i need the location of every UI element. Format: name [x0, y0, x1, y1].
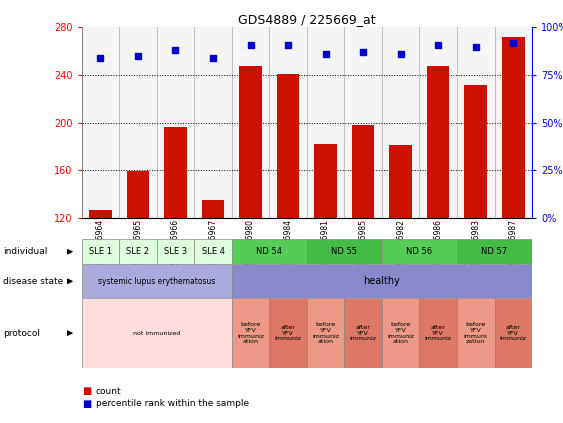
Text: protocol: protocol [3, 329, 40, 338]
Bar [390, 145, 412, 218]
Bar [352, 125, 374, 218]
Bar [232, 239, 307, 264]
Text: after
YFV
immuniz: after YFV immuniz [500, 325, 527, 341]
Text: percentile rank within the sample: percentile rank within the sample [96, 399, 249, 409]
Bar [307, 239, 382, 264]
Text: individual: individual [3, 247, 47, 256]
Bar [239, 66, 262, 218]
Text: systemic lupus erythematosus: systemic lupus erythematosus [98, 277, 216, 286]
Text: after
YFV
immuniz: after YFV immuniz [425, 325, 452, 341]
Text: after
YFV
immuniz: after YFV immuniz [350, 325, 377, 341]
Bar [89, 209, 111, 218]
Bar [127, 171, 149, 218]
Bar [382, 239, 457, 264]
Bar [314, 144, 337, 218]
Text: SLE 3: SLE 3 [164, 247, 187, 256]
Bar [119, 239, 157, 264]
Title: GDS4889 / 225669_at: GDS4889 / 225669_at [238, 14, 376, 26]
Bar [164, 127, 187, 218]
Bar [194, 239, 232, 264]
Bar [419, 298, 457, 368]
Bar [307, 298, 345, 368]
Text: after
YFV
immuniz: after YFV immuniz [275, 325, 302, 341]
Bar [277, 74, 300, 218]
Text: healthy: healthy [364, 276, 400, 286]
Text: ND 54: ND 54 [256, 247, 282, 256]
Bar [457, 298, 494, 368]
Text: disease state: disease state [3, 277, 63, 286]
Text: ND 57: ND 57 [481, 247, 508, 256]
Text: ND 55: ND 55 [332, 247, 358, 256]
Text: before
YFV
immuniz
ation: before YFV immuniz ation [312, 322, 339, 344]
Bar [82, 298, 232, 368]
Bar [457, 239, 532, 264]
Text: not immunized: not immunized [133, 331, 180, 335]
Bar [345, 298, 382, 368]
Bar [269, 298, 307, 368]
Text: SLE 1: SLE 1 [89, 247, 112, 256]
Bar [232, 264, 532, 298]
Bar [464, 85, 487, 218]
Bar [82, 264, 232, 298]
Text: ■: ■ [82, 399, 91, 409]
Text: count: count [96, 387, 122, 396]
Text: ■: ■ [82, 386, 91, 396]
Bar [494, 298, 532, 368]
Bar [427, 66, 449, 218]
Text: SLE 4: SLE 4 [202, 247, 225, 256]
Bar [157, 239, 194, 264]
Text: before
YFV
immuni
zation: before YFV immuni zation [464, 322, 488, 344]
Bar [232, 298, 269, 368]
Bar [382, 298, 419, 368]
Text: before
YFV
immuniz
ation: before YFV immuniz ation [387, 322, 414, 344]
Text: before
YFV
immuniz
ation: before YFV immuniz ation [237, 322, 264, 344]
Text: ND 56: ND 56 [406, 247, 432, 256]
Bar [202, 200, 224, 218]
Bar [502, 37, 525, 218]
Bar [82, 239, 119, 264]
Text: SLE 2: SLE 2 [127, 247, 149, 256]
